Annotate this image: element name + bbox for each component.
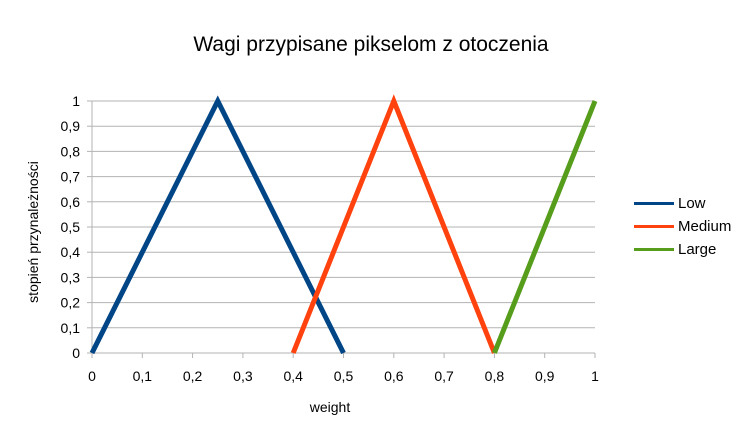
x-tick-label: 1	[591, 368, 599, 384]
legend-item-medium: Medium	[634, 215, 731, 238]
x-tick-label: 0,5	[334, 368, 354, 384]
x-axis-label: weight	[309, 399, 351, 415]
x-tick-label: 0,8	[485, 368, 505, 384]
x-tick-label: 0,9	[535, 368, 555, 384]
x-tick-label: 0,3	[233, 368, 253, 384]
legend-swatch-low	[634, 202, 674, 205]
y-tick-label: 0,2	[61, 295, 81, 311]
legend-label-medium: Medium	[678, 218, 732, 235]
series-line-low	[89, 95, 346, 355]
y-tick-label: 0,9	[61, 118, 81, 134]
x-tick-label: 0,1	[133, 368, 153, 384]
legend-item-large: Large	[634, 238, 731, 261]
y-tick-label: 1	[72, 93, 80, 109]
y-tick-label: 0,5	[61, 219, 81, 235]
y-tick-label: 0,4	[61, 244, 81, 260]
y-tick-label: 0,1	[61, 320, 81, 336]
x-tick-label: 0	[88, 368, 96, 384]
chart-legend: Low Medium Large	[634, 192, 731, 261]
y-tick-label: 0,7	[61, 169, 81, 185]
x-tick-label: 0,7	[434, 368, 454, 384]
legend-label-low: Low	[678, 195, 706, 212]
x-tick-label: 0,2	[183, 368, 203, 384]
chart-title: Wagi przypisane pikselom z otoczenia	[193, 33, 549, 56]
legend-item-low: Low	[634, 192, 731, 215]
legend-swatch-medium	[634, 225, 674, 228]
x-tick-label: 0,4	[283, 368, 303, 384]
y-tick-label: 0,3	[61, 269, 81, 285]
series-line-medium	[290, 94, 497, 354]
x-tick-label: 0,6	[384, 368, 404, 384]
legend-swatch-large	[634, 248, 674, 251]
y-tick-label: 0,8	[61, 143, 81, 159]
y-tick-label: 0,6	[61, 194, 81, 210]
legend-label-large: Large	[678, 241, 717, 258]
y-axis-label: stopień przynależności	[25, 161, 41, 303]
y-tick-label: 0	[72, 345, 80, 361]
series-line-large	[492, 100, 598, 354]
